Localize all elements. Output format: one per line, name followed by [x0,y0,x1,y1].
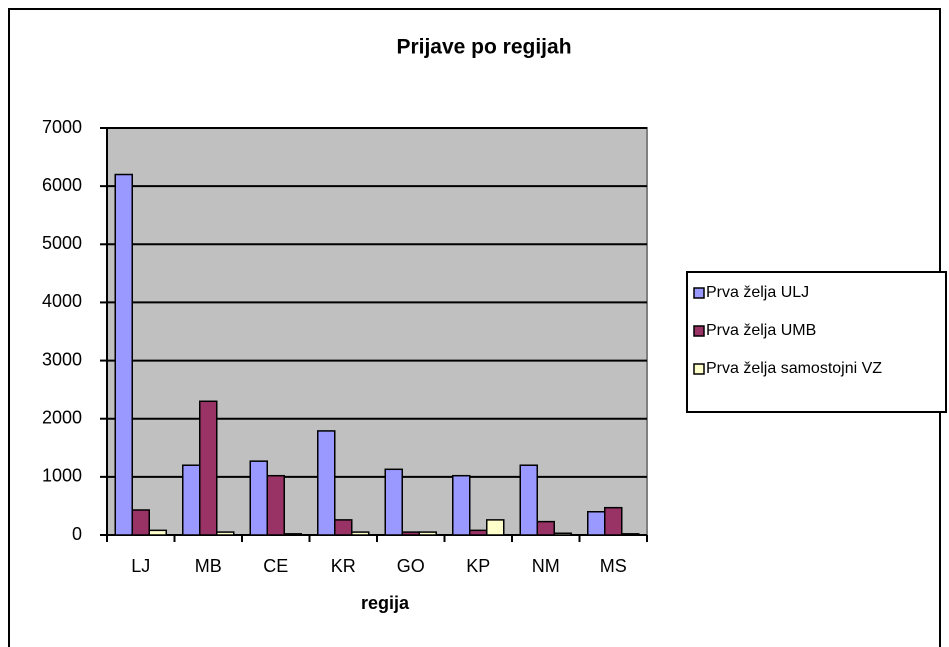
bar [351,531,370,536]
legend-box [686,271,947,413]
bar [216,531,235,536]
legend: Prva želja ULJ Prva želja UMB Prva želja s… [686,271,947,413]
x-tick-label: KP [466,556,490,576]
legend-label: Prva želja samostojni VZ [706,360,882,377]
bar [131,509,150,536]
bar [283,533,302,536]
x-tick-label: KR [331,556,356,576]
y-tick-label: 6000 [42,175,82,195]
x-tick-label: CE [263,556,288,576]
bar [418,531,437,536]
legend-swatch [693,325,705,337]
bar [182,464,201,536]
y-tick-label: 7000 [42,117,82,137]
chart-title: Prijave po regijah [396,36,571,59]
x-tick-label: GO [397,556,425,576]
bar [452,474,471,536]
y-tick-label: 2000 [42,407,82,427]
legend-label: Prva želja ULJ [706,284,809,301]
bar [114,173,133,536]
bar [199,400,218,536]
bar [266,474,285,536]
legend-label: Prva želja UMB [706,322,816,339]
bar [553,532,572,536]
bar [384,468,403,536]
x-tick-label: MS [600,556,627,576]
bar [604,506,623,536]
bar [587,510,606,536]
bar [519,464,538,536]
x-tick-label: MB [195,556,222,576]
legend-swatch [693,287,705,299]
bar [148,529,167,536]
bar [486,519,505,536]
bar [401,531,420,536]
legend-swatch [693,363,705,375]
bar [469,529,488,536]
x-tick-label: NM [532,556,560,576]
bar [536,520,555,536]
bar [621,533,640,536]
x-tick-label: LJ [131,556,150,576]
bar [249,460,268,536]
y-tick-label: 4000 [42,291,82,311]
y-tick-label: 0 [72,524,82,544]
y-tick-label: 3000 [42,349,82,369]
y-tick-label: 5000 [42,233,82,253]
y-tick-label: 1000 [42,466,82,486]
bar [334,519,353,536]
x-axis-label: regija [361,593,410,613]
bar [317,430,336,536]
